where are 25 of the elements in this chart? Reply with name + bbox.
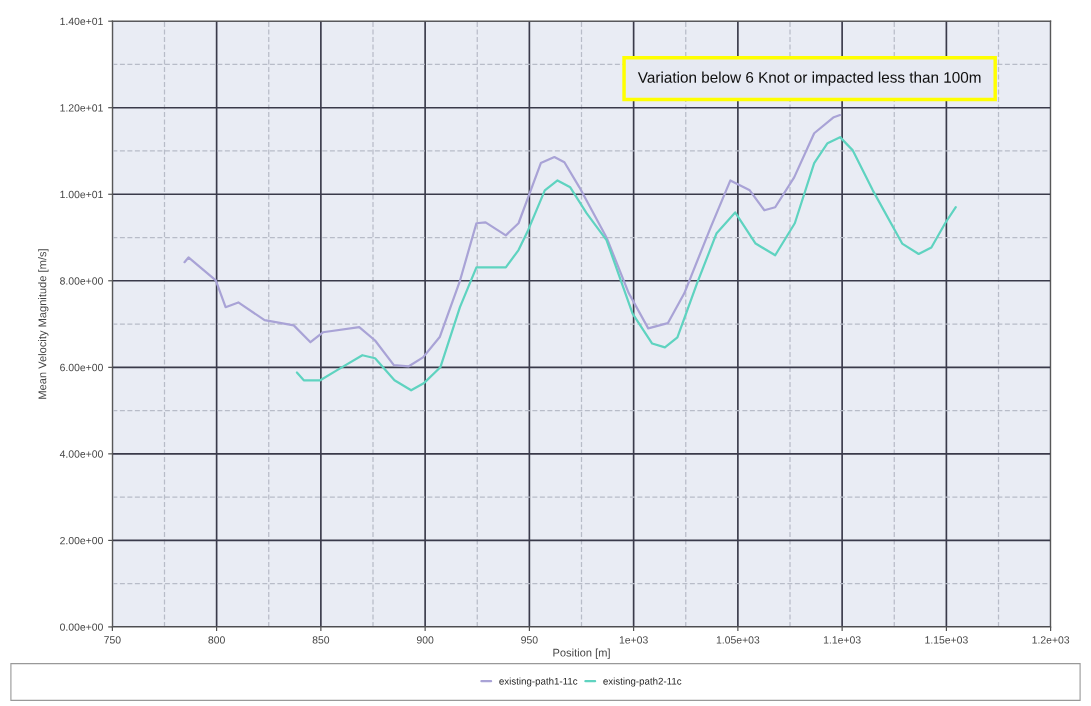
x-tick-label: 900 [416, 636, 434, 644]
x-axis-title: Position [m] [553, 648, 610, 659]
line-series [183, 113, 842, 368]
line-series [295, 136, 957, 392]
x-tick-label: 850 [312, 636, 330, 644]
x-tick-label: 1.05e+03 [716, 636, 760, 644]
x-tick-label: 1e+03 [619, 636, 648, 644]
y-axis-title: Mean Velocity Magnitude [m/s] [38, 249, 49, 399]
x-tick-label: 750 [104, 636, 121, 644]
y-tick-label: 0.00e+00 [60, 623, 103, 631]
x-tick-label: 800 [208, 636, 225, 644]
y-tick-label: 4.00e+00 [59, 450, 103, 458]
y-tick-label: 8.00e+00 [60, 277, 103, 285]
annotation: Variation below 6 Knot or impacted less than 100m [637, 71, 981, 86]
y-tick-label: 1.40e+01 [60, 17, 103, 26]
x-tick-label: 1.1e+03 [823, 636, 861, 644]
x-tick-label: 950 [521, 636, 538, 644]
y-tick-label: 1.00e+01 [60, 190, 103, 199]
legend-label: existing-path2-11c [603, 677, 682, 687]
y-tick-label: 2.00e+00 [60, 536, 103, 545]
y-tick-label: 6.00e+00 [60, 363, 103, 372]
x-tick-label: 1.15e+03 [925, 636, 968, 644]
y-tick-label: 1.20e+01 [60, 104, 103, 112]
legend-label: existing-path1-11c [499, 677, 578, 687]
x-tick-label: 1.2e+03 [1032, 636, 1070, 644]
